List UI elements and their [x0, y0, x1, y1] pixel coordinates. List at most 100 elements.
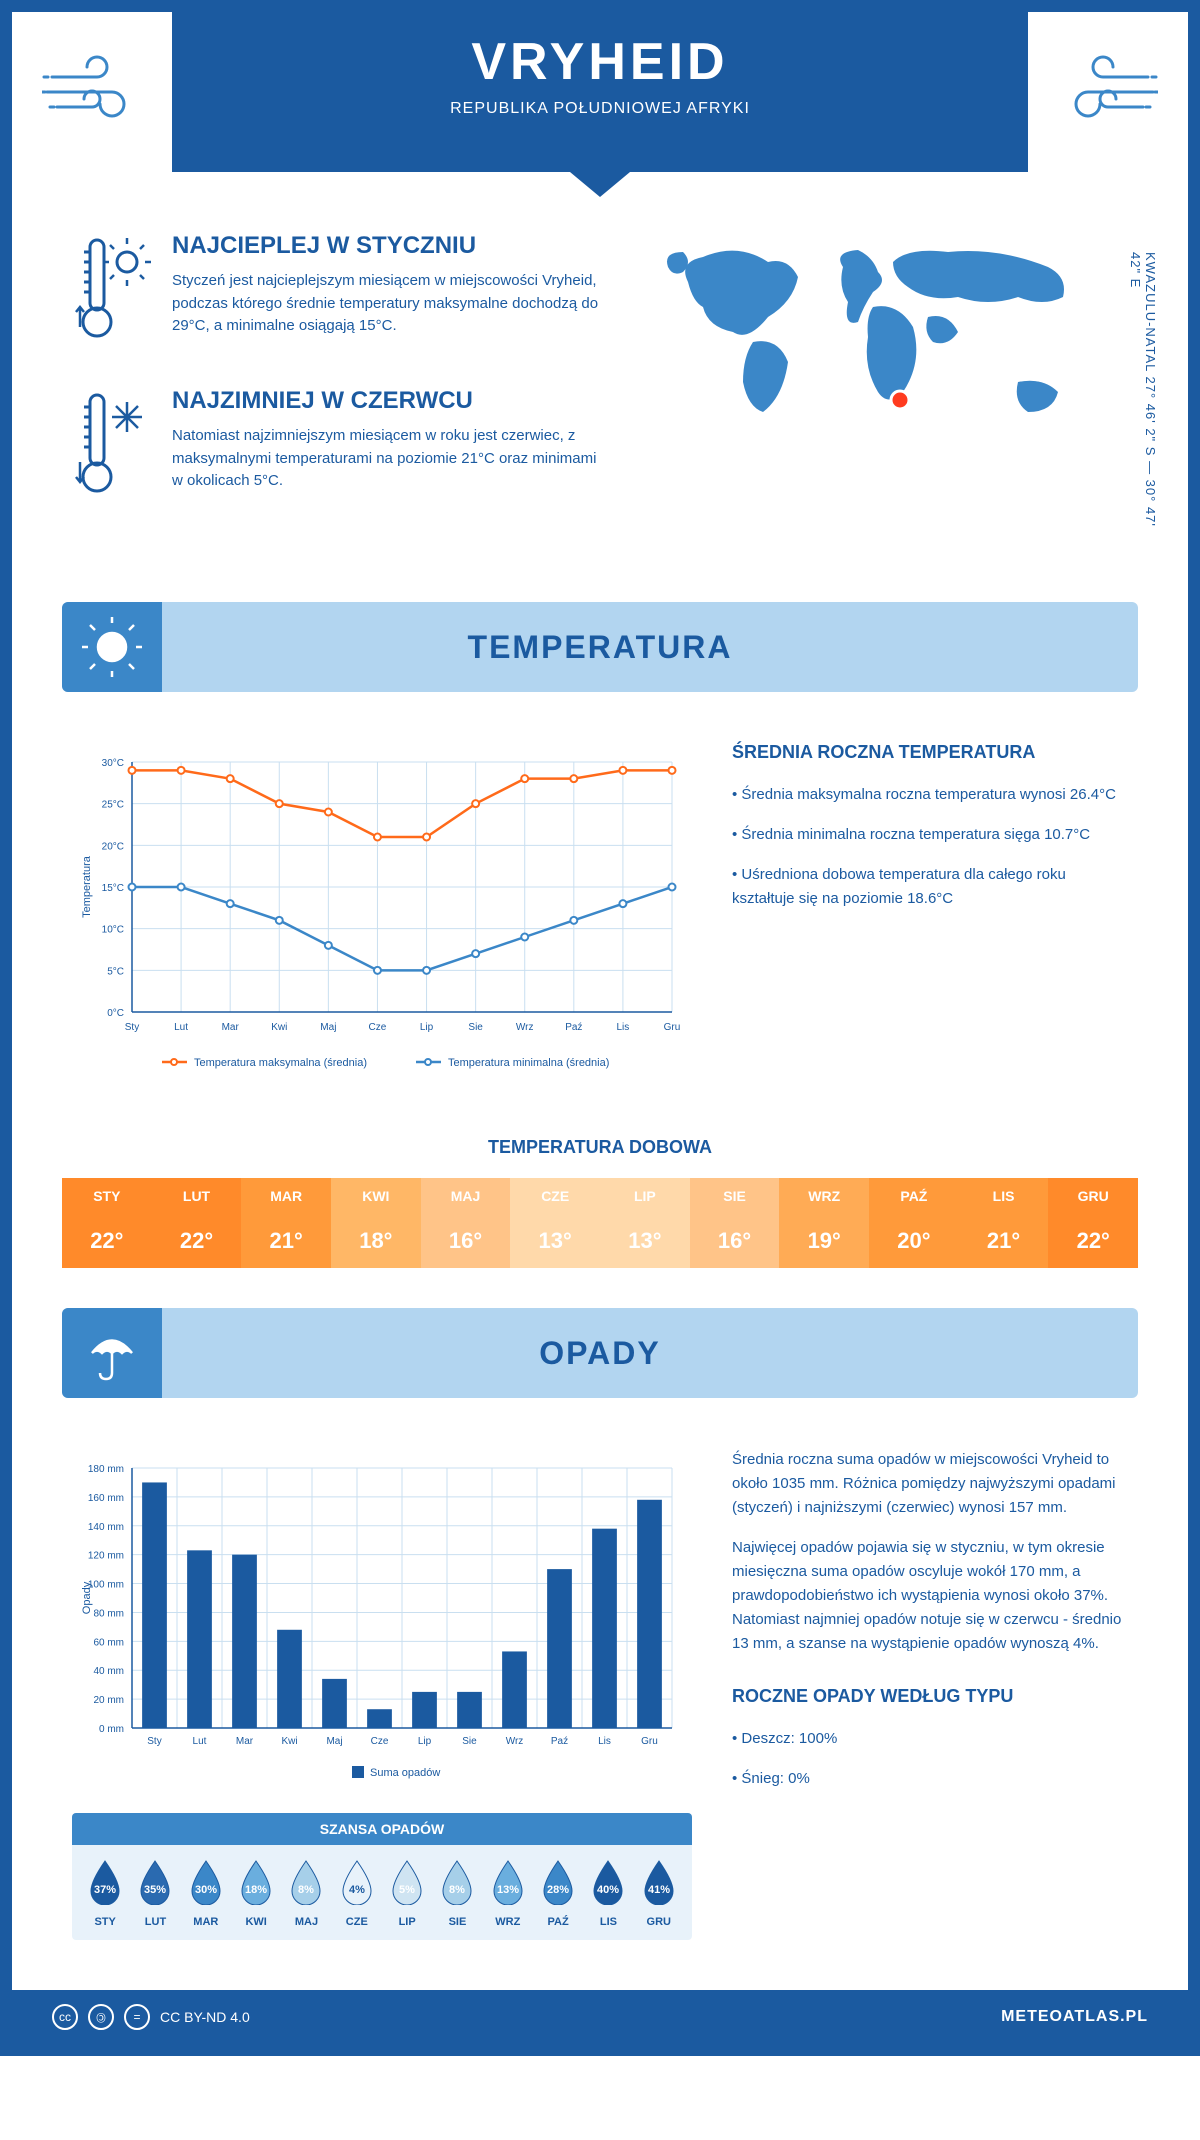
intro-section: NAJCIEPLEJ W STYCZNIU Styczeń jest najci… — [12, 172, 1188, 582]
page: VRYHEID REPUBLIKA POŁUDNIOWEJ AFRYKI NAJ… — [0, 0, 1200, 2056]
svg-text:Maj: Maj — [320, 1022, 336, 1033]
month-value: 21° — [959, 1214, 1049, 1268]
precipitation-body: 0 mm20 mm40 mm60 mm80 mm100 mm120 mm140 … — [12, 1418, 1188, 1990]
rain-chance-drop: 30%MAR — [181, 1857, 231, 1928]
daily-temp-cell: PAŹ20° — [869, 1178, 959, 1268]
svg-text:Opady: Opady — [81, 1581, 93, 1614]
wind-icon-left — [12, 12, 172, 172]
month-value: 22° — [1048, 1214, 1138, 1268]
month-value: 21° — [241, 1214, 331, 1268]
temperature-section-header: TEMPERATURA — [62, 602, 1138, 692]
svg-text:Cze: Cze — [369, 1022, 387, 1033]
month-value: 13° — [600, 1214, 690, 1268]
svg-text:140 mm: 140 mm — [88, 1522, 124, 1533]
month-label: LUT — [152, 1178, 242, 1214]
temp-bullet: • Średnia maksymalna roczna temperatura … — [732, 783, 1128, 807]
month-value: 20° — [869, 1214, 959, 1268]
umbrella-badge-icon — [62, 1308, 162, 1398]
svg-text:18%: 18% — [245, 1884, 267, 1896]
rain-chance-drop: 5%LIP — [382, 1857, 432, 1928]
precip-type-bullet: • Deszcz: 100% — [732, 1727, 1128, 1751]
rain-chance-drop: 18%KWI — [231, 1857, 281, 1928]
site-name: METEOATLAS.PL — [1001, 2008, 1148, 2026]
world-map-icon — [648, 232, 1088, 452]
daily-temp-cell: WRZ19° — [779, 1178, 869, 1268]
svg-text:0°C: 0°C — [107, 1008, 124, 1019]
rain-chance-drop: 37%STY — [80, 1857, 130, 1928]
precip-p2: Najwięcej opadów pojawia się w styczniu,… — [732, 1536, 1128, 1656]
svg-text:Sie: Sie — [468, 1022, 483, 1033]
svg-text:Sty: Sty — [147, 1736, 161, 1747]
svg-text:25°C: 25°C — [102, 800, 124, 811]
precip-type-bullet: • Śnieg: 0% — [732, 1767, 1128, 1791]
footer: cc 🄯 = CC BY-ND 4.0 METEOATLAS.PL — [12, 1990, 1188, 2044]
svg-text:13%: 13% — [497, 1884, 519, 1896]
svg-text:Sty: Sty — [125, 1022, 139, 1033]
month-label: SIE — [690, 1178, 780, 1214]
svg-text:100 mm: 100 mm — [88, 1580, 124, 1591]
month-label: MAJ — [421, 1178, 511, 1214]
map-block: KWAZULU-NATAL 27° 46' 2" S — 30° 47' 42"… — [648, 232, 1128, 542]
thermometer-sun-icon — [72, 232, 152, 357]
rain-chance-drop: 13%WRZ — [483, 1857, 533, 1928]
svg-text:40 mm: 40 mm — [93, 1666, 124, 1677]
temperature-text: ŚREDNIA ROCZNA TEMPERATURA • Średnia mak… — [732, 742, 1128, 1087]
temp-bullet: • Średnia minimalna roczna temperatura s… — [732, 823, 1128, 847]
header: VRYHEID REPUBLIKA POŁUDNIOWEJ AFRYKI — [12, 12, 1188, 172]
month-label: CZE — [510, 1178, 600, 1214]
daily-temp-cell: KWI18° — [331, 1178, 421, 1268]
precipitation-chart: 0 mm20 mm40 mm60 mm80 mm100 mm120 mm140 … — [72, 1448, 692, 1788]
rain-chance-drop: 41%GRU — [634, 1857, 684, 1928]
svg-text:Wrz: Wrz — [516, 1022, 534, 1033]
svg-text:Mar: Mar — [236, 1736, 254, 1747]
svg-text:180 mm: 180 mm — [88, 1464, 124, 1475]
temperature-body: 0°C5°C10°C15°C20°C25°C30°CStyLutMarKwiMa… — [12, 712, 1188, 1117]
svg-text:10°C: 10°C — [102, 925, 124, 936]
svg-text:Lis: Lis — [598, 1736, 611, 1747]
month-label: STY — [62, 1178, 152, 1214]
rain-chance-panel: SZANSA OPADÓW 37%STY35%LUT30%MAR18%KWI8%… — [72, 1813, 692, 1940]
temperature-title: TEMPERATURA — [468, 629, 733, 666]
svg-text:0 mm: 0 mm — [99, 1724, 124, 1735]
svg-text:Cze: Cze — [371, 1736, 389, 1747]
header-ribbon — [570, 172, 630, 197]
precip-p1: Średnia roczna suma opadów w miejscowośc… — [732, 1448, 1128, 1520]
month-label: GRU — [1048, 1178, 1138, 1214]
svg-text:35%: 35% — [144, 1884, 166, 1896]
temperature-chart: 0°C5°C10°C15°C20°C25°C30°CStyLutMarKwiMa… — [72, 742, 692, 1087]
svg-text:30%: 30% — [195, 1884, 217, 1896]
license: cc 🄯 = CC BY-ND 4.0 — [52, 2004, 250, 2030]
precipitation-section-header: OPADY — [62, 1308, 1138, 1398]
svg-text:Gru: Gru — [664, 1022, 681, 1033]
svg-text:Suma opadów: Suma opadów — [370, 1767, 440, 1779]
avg-temp-title: ŚREDNIA ROCZNA TEMPERATURA — [732, 742, 1128, 763]
svg-text:80 mm: 80 mm — [93, 1608, 124, 1619]
rain-chance-drop: 4%CZE — [332, 1857, 382, 1928]
svg-text:Lis: Lis — [617, 1022, 630, 1033]
svg-text:41%: 41% — [648, 1884, 670, 1896]
svg-text:Maj: Maj — [326, 1736, 342, 1747]
nd-icon: = — [124, 2004, 150, 2030]
svg-text:Lut: Lut — [174, 1022, 188, 1033]
svg-text:Kwi: Kwi — [281, 1736, 297, 1747]
temp-bullet: • Uśredniona dobowa temperatura dla całe… — [732, 863, 1128, 911]
month-value: 13° — [510, 1214, 600, 1268]
svg-text:5%: 5% — [399, 1884, 415, 1896]
rain-chance-drop: 28%PAŹ — [533, 1857, 583, 1928]
svg-text:8%: 8% — [299, 1884, 315, 1896]
svg-text:20°C: 20°C — [102, 841, 124, 852]
rain-chance-drop: 8%MAJ — [281, 1857, 331, 1928]
daily-temp-cell: LIS21° — [959, 1178, 1049, 1268]
intro-text: NAJCIEPLEJ W STYCZNIU Styczeń jest najci… — [72, 232, 608, 542]
svg-text:Lip: Lip — [420, 1022, 434, 1033]
daily-temp-table: STY22°LUT22°MAR21°KWI18°MAJ16°CZE13°LIP1… — [62, 1178, 1138, 1268]
svg-text:8%: 8% — [450, 1884, 466, 1896]
daily-temp-cell: LUT22° — [152, 1178, 242, 1268]
svg-text:Temperatura: Temperatura — [81, 855, 93, 918]
rain-chance-drop: 35%LUT — [130, 1857, 180, 1928]
by-icon: 🄯 — [88, 2004, 114, 2030]
svg-text:30°C: 30°C — [102, 758, 124, 769]
wind-icon-right — [1028, 12, 1188, 172]
precip-type-title: ROCZNE OPADY WEDŁUG TYPU — [732, 1686, 1128, 1707]
coordinates: KWAZULU-NATAL 27° 46' 2" S — 30° 47' 42"… — [1128, 252, 1158, 542]
